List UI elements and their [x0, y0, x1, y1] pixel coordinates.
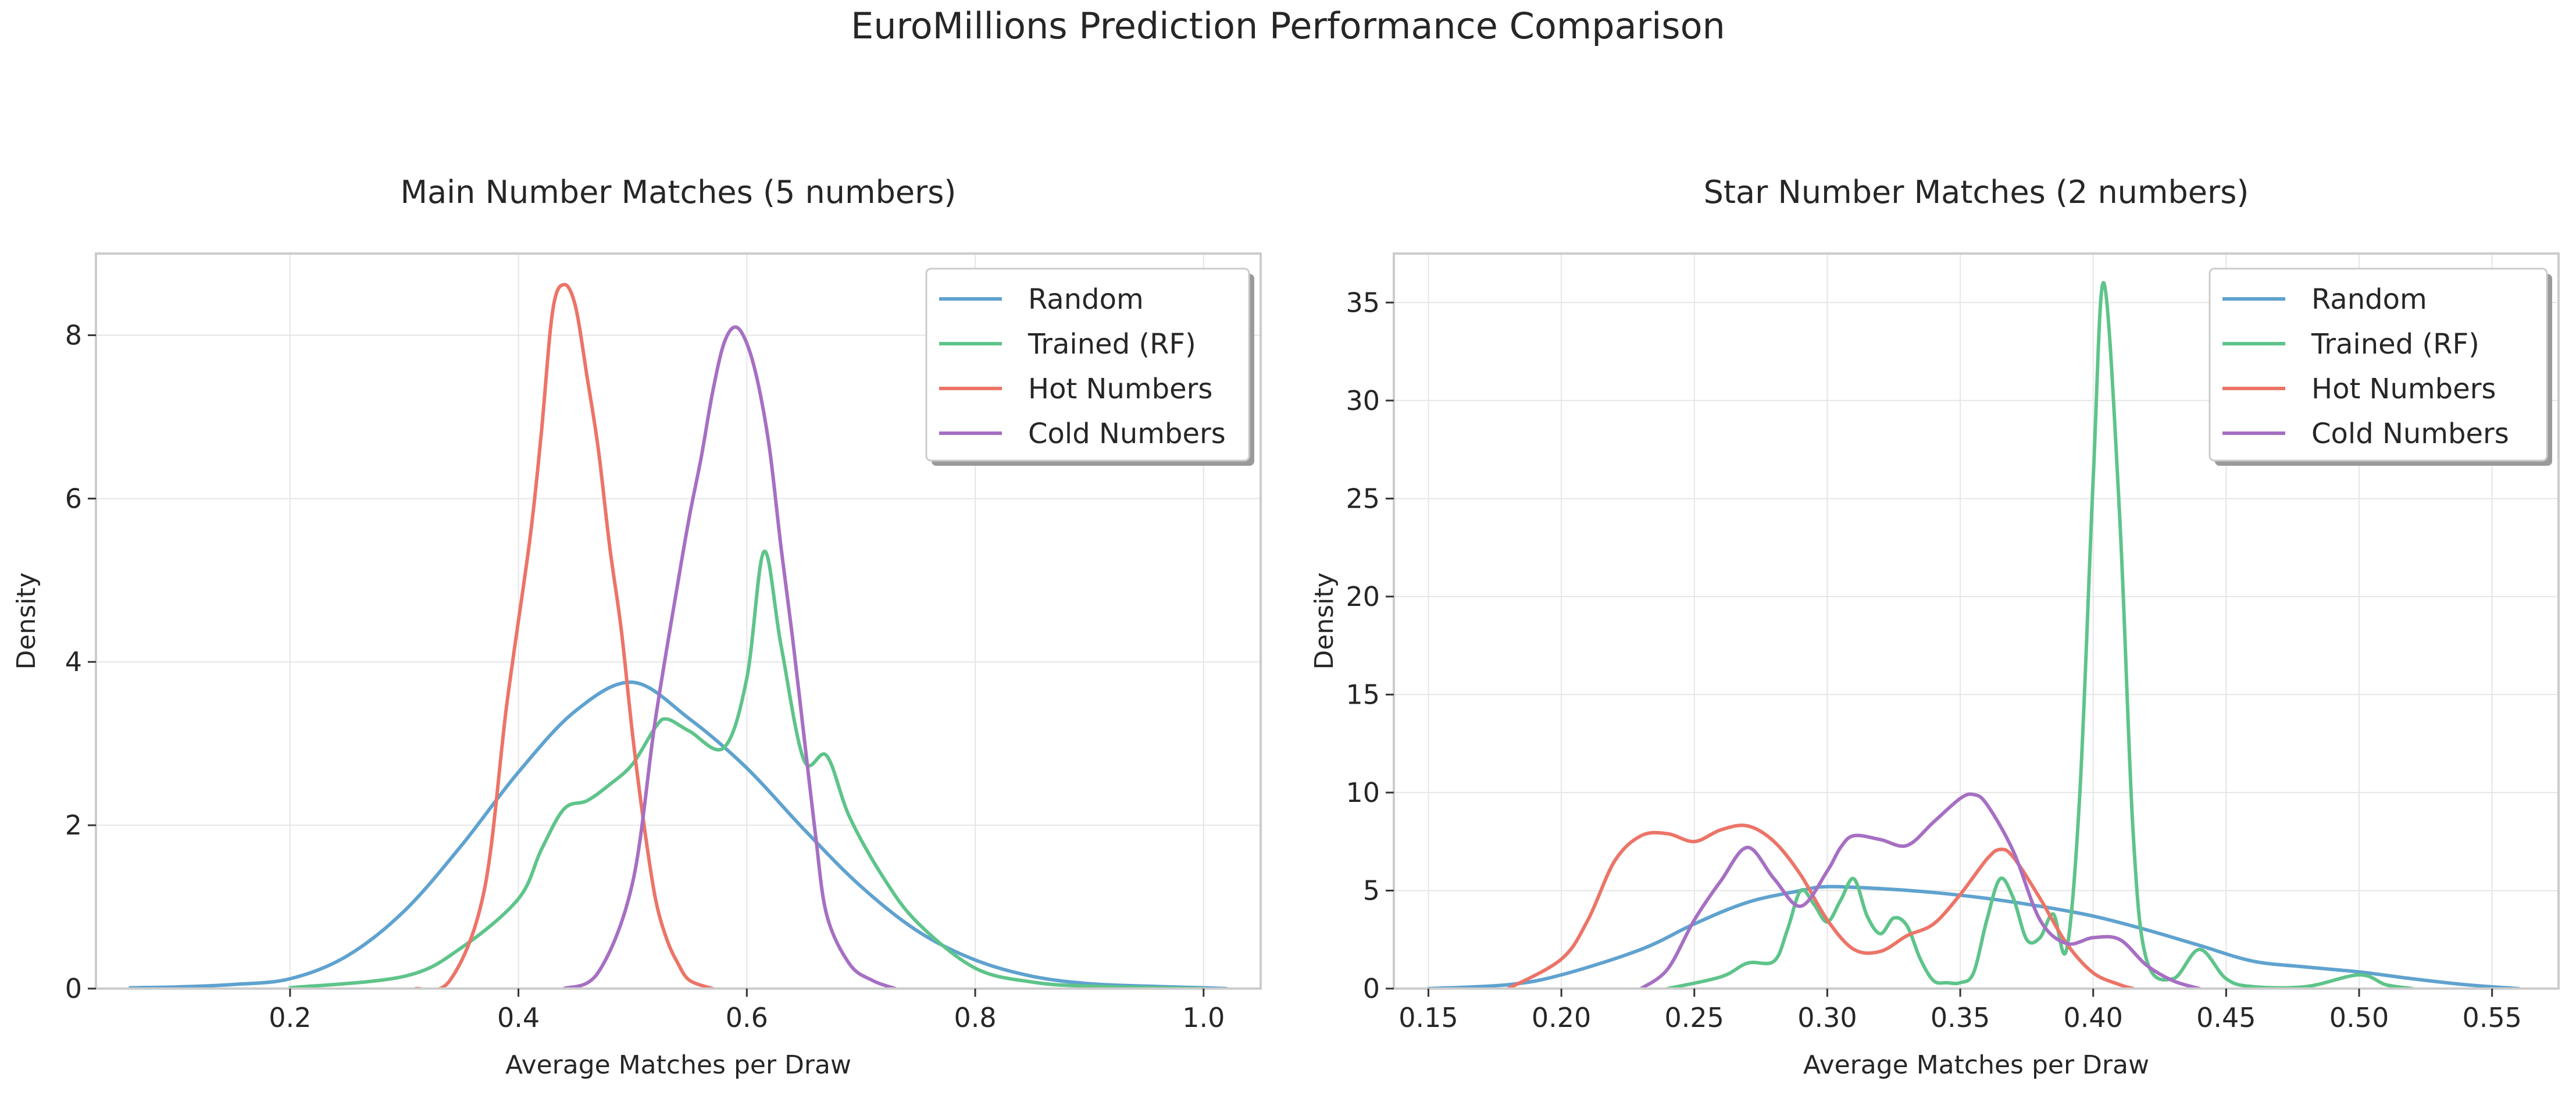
- x-axis-label: Average Matches per Draw: [505, 1050, 851, 1080]
- panel-title: Main Number Matches (5 numbers): [401, 174, 957, 211]
- legend-label-trained-rf: Trained (RF): [1027, 328, 1196, 361]
- legend-label-hot-numbers: Hot Numbers: [1028, 373, 1212, 405]
- y-tick-label: 20: [1346, 581, 1380, 612]
- series-line-hot-numbers: [413, 283, 715, 989]
- y-axis-label: Density: [1310, 572, 1339, 669]
- y-tick-label: 2: [65, 809, 82, 841]
- figure-title: EuroMillions Prediction Performance Comp…: [851, 5, 1725, 47]
- x-tick-label: 0.40: [2064, 1002, 2123, 1033]
- x-tick-label: 0.35: [1931, 1002, 1990, 1033]
- legend-box: [2208, 267, 2548, 462]
- y-tick-label: 35: [1346, 287, 1380, 318]
- legend-label-cold-numbers: Cold Numbers: [2311, 418, 2509, 450]
- y-tick-label: 5: [1363, 875, 1380, 906]
- legend-label-random: Random: [1028, 283, 1144, 316]
- x-tick-label: 0.55: [2462, 1002, 2521, 1033]
- x-tick-label: 0.50: [2329, 1002, 2389, 1033]
- series-line-hot-numbers: [1506, 823, 2135, 989]
- panel-title: Star Number Matches (2 numbers): [1704, 174, 2249, 211]
- series-line-trained-rf: [288, 550, 1205, 989]
- series-line-cold-numbers: [1639, 792, 2202, 989]
- x-tick-label: 0.6: [726, 1002, 768, 1033]
- y-tick-label: 0: [1363, 973, 1380, 1004]
- x-tick-label: 0.2: [269, 1002, 311, 1033]
- series-line-trained-rf: [1666, 281, 2414, 989]
- x-axis-label: Average Matches per Draw: [1803, 1050, 2149, 1080]
- legend-box: [925, 267, 1250, 462]
- chart-panel-star: 0.15 0.20 0.25 0.30 0.35 0.40 0.45 0.50 0.55 0 5 10…: [1310, 174, 2560, 1080]
- y-tick-label: 8: [65, 319, 82, 351]
- y-tick-label: 30: [1346, 385, 1380, 416]
- x-tick-label: 1.0: [1182, 1002, 1225, 1033]
- series-line-random: [1426, 884, 2521, 989]
- y-tick-label: 15: [1346, 679, 1380, 710]
- x-tick-label: 0.20: [1532, 1002, 1591, 1033]
- legend-label-hot-numbers: Hot Numbers: [2311, 373, 2496, 405]
- y-tick-label: 4: [65, 646, 82, 677]
- x-tick-label: 0.4: [497, 1002, 540, 1033]
- plot-frame: [1393, 252, 2560, 990]
- x-tick-label: 0.8: [954, 1002, 996, 1033]
- y-tick-label: 10: [1346, 777, 1380, 808]
- y-tick-label: 0: [65, 973, 82, 1004]
- series-line-random: [128, 680, 1229, 989]
- x-tick-label: 0.25: [1665, 1002, 1724, 1033]
- y-tick-label: 25: [1346, 483, 1380, 514]
- y-tick-label: 6: [65, 483, 82, 514]
- chart-panel-main: 0.2 0.4 0.6 0.8 1.0 0 2 4 6 8 Main Number Matches …: [12, 174, 1262, 1080]
- x-tick-label: 0.30: [1797, 1002, 1857, 1033]
- legend-label-cold-numbers: Cold Numbers: [1028, 418, 1226, 450]
- legend-label-trained-rf: Trained (RF): [2311, 328, 2479, 361]
- y-axis-label: Density: [12, 572, 41, 669]
- series-line-cold-numbers: [562, 325, 897, 989]
- legend-label-random: Random: [2311, 283, 2427, 316]
- plot-frame: [95, 252, 1262, 990]
- x-tick-label: 0.15: [1398, 1002, 1458, 1033]
- x-tick-label: 0.45: [2196, 1002, 2256, 1033]
